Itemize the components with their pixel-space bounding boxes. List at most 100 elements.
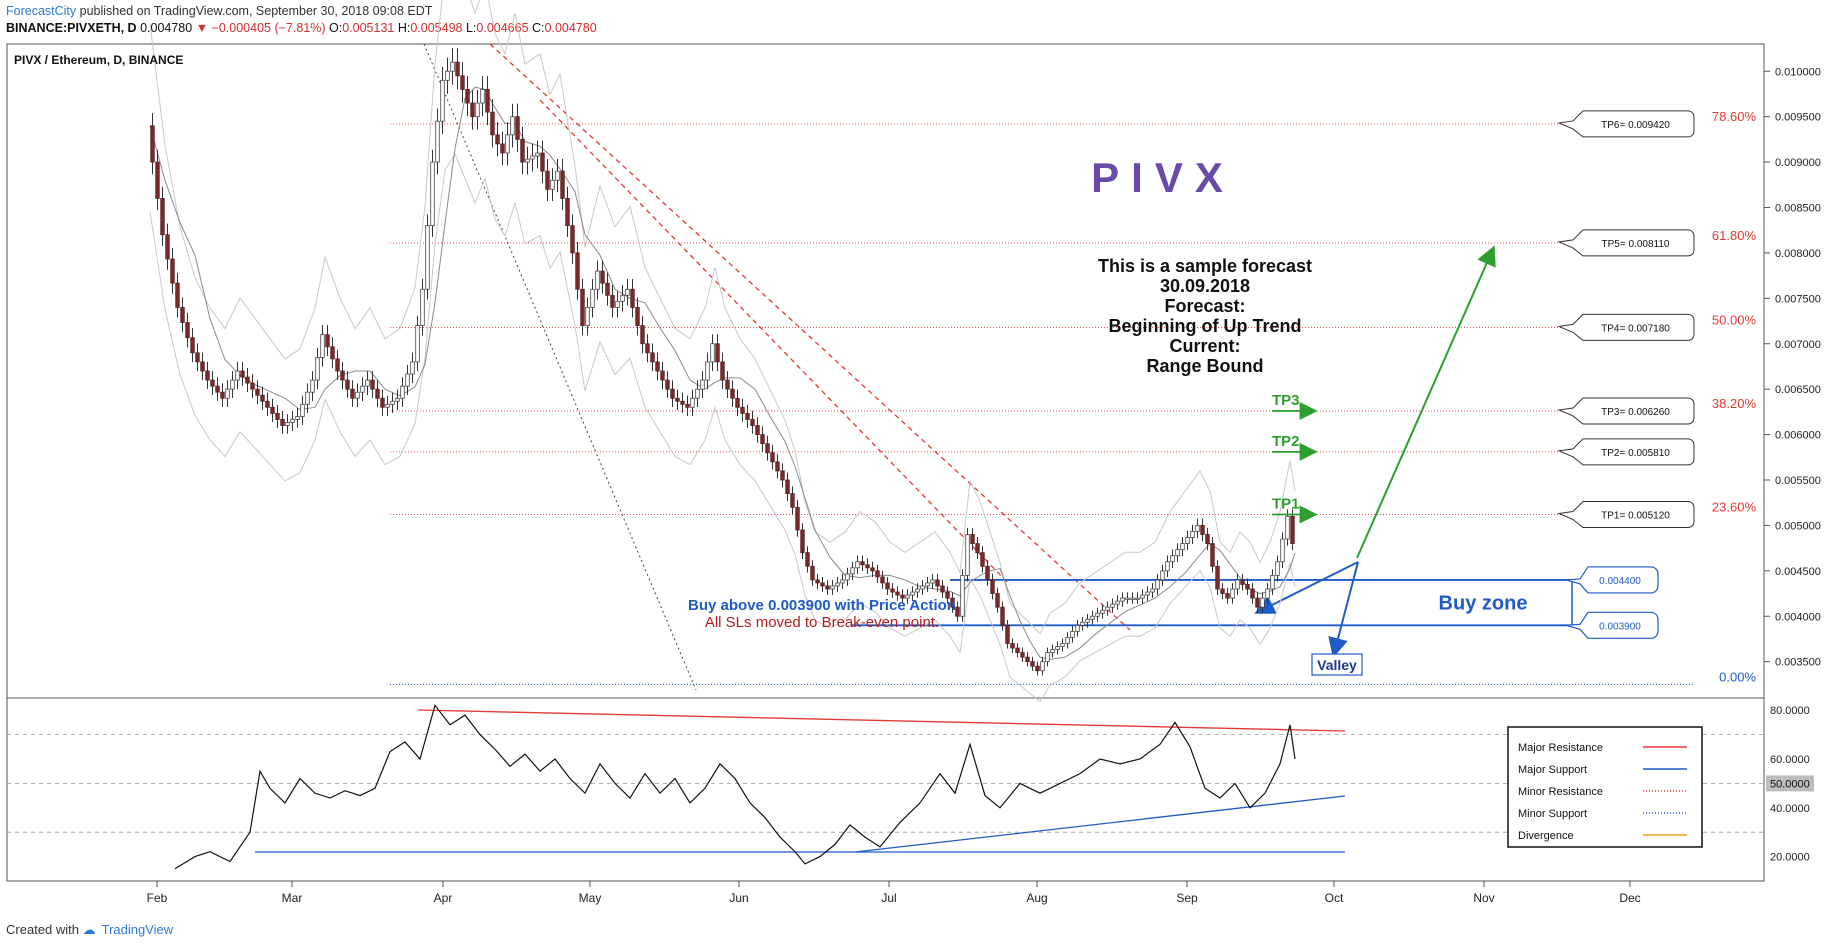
candle-body: [960, 574, 965, 617]
candle-body: [720, 361, 725, 381]
forecast-line: Current:: [1170, 336, 1241, 356]
candle-body: [595, 270, 600, 290]
candle-body: [1045, 652, 1050, 663]
candle-body: [790, 493, 795, 508]
candle-body: [245, 376, 250, 384]
tp-callout: [1557, 110, 1695, 138]
candle-body: [740, 406, 745, 414]
candle-body: [195, 352, 200, 363]
candle-body: [1015, 647, 1020, 653]
candle-body: [900, 594, 905, 599]
price-tick-label: 0.003500: [1775, 657, 1821, 669]
minor-trendline-1: [423, 43, 697, 691]
candle-body: [800, 529, 805, 554]
candle-body: [945, 591, 950, 599]
candle-body: [415, 325, 420, 363]
candle-body: [285, 422, 290, 426]
candle-body: [435, 120, 440, 163]
candle-body: [1255, 597, 1260, 608]
candle-body: [1085, 618, 1090, 623]
price-tick-label: 0.006000: [1775, 430, 1821, 442]
candle-body: [210, 379, 215, 387]
candle-body: [950, 597, 955, 608]
price-tick-label: 0.008000: [1775, 248, 1821, 260]
uptrend-arrow: [1356, 245, 1496, 559]
candle-body: [1220, 588, 1225, 594]
candle-body: [555, 170, 560, 181]
candle-body: [630, 288, 635, 308]
legend-label: Minor Support: [1518, 808, 1587, 820]
candle-body: [755, 425, 760, 435]
buy-zone-callout: [1565, 611, 1659, 639]
candle-body: [1170, 555, 1175, 563]
legend-label: Major Support: [1518, 764, 1587, 776]
candle-body: [880, 576, 885, 584]
candle-body: [1120, 597, 1125, 602]
publish-header: ForecastCity published on TradingView.co…: [6, 4, 432, 18]
valley-box: [1311, 653, 1363, 676]
candle-body: [1240, 579, 1245, 585]
candle-body: [930, 579, 935, 584]
buy-note: Buy above 0.003900 with Price Action: [688, 597, 956, 614]
candle-body: [425, 225, 430, 290]
candle-body: [1000, 606, 1005, 626]
candle-body: [905, 594, 910, 599]
candle-body: [665, 379, 670, 390]
tradingview-logo-icon[interactable]: ☁: [82, 922, 96, 937]
candle-body: [585, 307, 590, 326]
candle-body: [515, 116, 520, 140]
rsi-pane: [6, 697, 1765, 882]
tradingview-link[interactable]: TradingView: [101, 922, 174, 937]
fib-level-pct: 78.60%: [1712, 109, 1757, 124]
brand-link[interactable]: ForecastCity: [6, 4, 77, 18]
valley-pointer: [1328, 561, 1359, 658]
buy-zone-callout-label: 0.004400: [1599, 576, 1641, 587]
candle-body: [715, 343, 720, 363]
candle-body: [830, 585, 835, 590]
candle-body: [825, 585, 830, 590]
candle-body: [375, 388, 380, 399]
candle-body: [935, 579, 940, 587]
candle-body: [1185, 537, 1190, 544]
candle-body: [810, 565, 815, 581]
candle-body: [940, 585, 945, 593]
tp-callout: [1557, 438, 1695, 466]
time-tick-label: Feb: [147, 891, 168, 905]
candle-body: [1145, 591, 1150, 596]
tp-callout-label: TP3= 0.006260: [1601, 407, 1670, 418]
legend-label: Minor Resistance: [1518, 786, 1603, 798]
candle-body: [615, 300, 620, 308]
candle-body: [990, 579, 995, 594]
tp-callout-label: TP4= 0.007180: [1601, 323, 1670, 334]
candle-body: [430, 161, 435, 227]
candle-body: [890, 588, 895, 593]
candle-body: [340, 370, 345, 381]
candle-body: [170, 258, 175, 284]
time-tick-label: Aug: [1026, 891, 1047, 905]
price-change: −0.000405 (−7.81%): [211, 21, 326, 35]
candle-body: [845, 573, 850, 581]
candle-body: [695, 388, 700, 399]
candle-body: [355, 391, 360, 399]
candle-body: [920, 585, 925, 590]
fib-level-pct: 0.00%: [1719, 669, 1756, 684]
candle-body: [350, 388, 355, 399]
candle-body: [1225, 593, 1230, 599]
candle-body: [635, 307, 640, 326]
candle-body: [550, 179, 555, 190]
candle-body: [670, 388, 675, 399]
candle-body: [525, 158, 530, 163]
candle-body: [300, 403, 305, 417]
candle-body: [205, 370, 210, 381]
forecast-line: Range Bound: [1147, 356, 1264, 376]
candle-body: [365, 379, 370, 387]
tp-callout-label: TP1= 0.005120: [1601, 511, 1670, 522]
low-value: 0.004665: [476, 21, 529, 35]
legend-label: Major Resistance: [1518, 742, 1603, 754]
candle-body: [1055, 646, 1060, 650]
candle-body: [225, 388, 230, 399]
candle-body: [1090, 615, 1095, 620]
price-chart[interactable]: Feb Mar Apr May Jun Jul Aug Sep Oct Nov Dec 0.0100…: [0, 0, 1828, 915]
candle-body: [730, 388, 735, 399]
close-value: 0.004780: [544, 21, 597, 35]
